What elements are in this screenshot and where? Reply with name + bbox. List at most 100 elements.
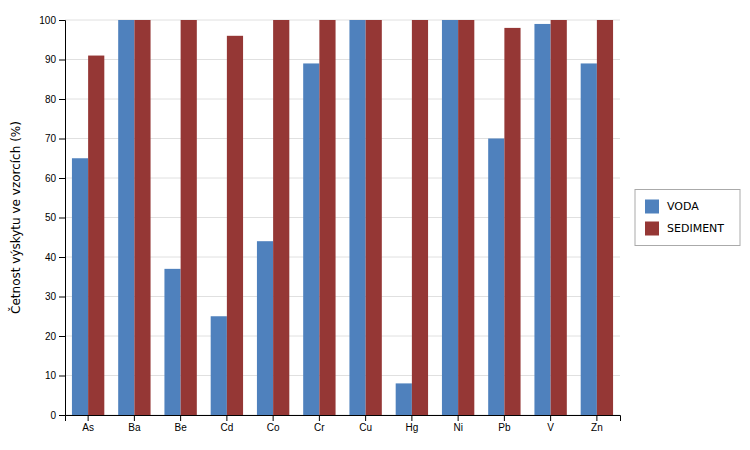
y-tick-label: 20 [45,331,57,342]
bar [504,28,520,415]
bar [349,20,365,415]
y-tick: 70 [45,133,65,144]
bar [257,241,273,415]
y-tick: 80 [45,94,65,105]
y-tick-mark [59,99,65,100]
grid [65,20,620,415]
y-tick-label: 90 [45,54,57,65]
y-tick-label: 0 [50,410,56,421]
legend-label: SEDIMENT [667,222,724,235]
y-tick: 0 [50,410,65,421]
y-tick: 100 [39,15,65,26]
y-tick-mark [59,297,65,298]
y-tick-label: 60 [45,173,57,184]
x-tick-label: V [547,422,554,433]
bar [134,20,150,415]
x-tick-label: Ni [453,422,462,433]
legend-label: VODA [667,200,699,213]
y-tick: 30 [45,291,65,302]
bar [551,20,567,415]
chart: 0 10 20 30 40 50 60 70 80 90 100 As Ba Be Cd Co Cr Cu Hg Ni… [0,0,750,450]
x-tick-label: Ba [128,422,141,433]
x-tick-mark [88,415,89,421]
x-tick-mark [226,415,227,421]
y-tick: 10 [45,370,65,381]
x-tick: Be [175,415,188,433]
bar [412,20,428,415]
bar [211,316,227,415]
bar [442,20,458,415]
x-tick-label: Zn [591,422,603,433]
x-tick-mark [596,415,597,421]
y-tick-mark [59,60,65,61]
bar [164,269,180,415]
bars [72,20,613,415]
y-tick-label: 80 [45,94,57,105]
bar [396,383,412,415]
x-tick-mark [458,415,459,421]
x-tick: Ni [453,415,462,433]
y-tick-mark [59,178,65,179]
legend-frame [635,190,740,246]
y-axis-line [59,21,66,416]
x-tick-label: Cd [220,422,233,433]
legend-swatch [645,200,659,214]
x-tick: Cd [220,415,233,433]
plot: 0 10 20 30 40 50 60 70 80 90 100 As Ba Be Cd Co Cr Cu Hg Ni… [39,15,620,433]
y-tick-label: 10 [45,370,57,381]
bar [72,158,88,415]
bar-series [72,20,597,415]
bar [488,139,504,416]
x-axis-line [66,416,621,422]
bar-series [88,20,613,415]
y-tick-mark [59,257,65,258]
bar [366,20,382,415]
x-tick: Ba [128,415,141,433]
y-tick-mark [59,415,65,416]
bar [597,20,613,415]
y-tick-mark [59,20,65,21]
x-tick-mark [319,415,320,421]
x-tick: Zn [591,415,603,433]
x-tick-mark [365,415,366,421]
x-tick-label: Be [175,422,188,433]
legend-item: SEDIMENT [645,222,724,236]
x-tick: V [547,415,554,433]
x-tick: As [82,415,94,433]
y-tick-label: 40 [45,252,57,263]
y-tick-label: 50 [45,212,57,223]
bar [534,24,550,415]
x-tick-label: Hg [405,422,418,433]
legend-swatch [645,222,659,236]
y-tick-label: 100 [39,15,56,26]
x-tick-mark [504,415,505,421]
x-tick: Hg [405,415,418,433]
x-tick-mark [180,415,181,421]
x-tick-label: As [82,422,94,433]
legend: VODA SEDIMENT [635,190,740,246]
y-axis: 0 10 20 30 40 50 60 70 80 90 100 [39,15,65,421]
bar [118,20,134,415]
bar [88,56,104,415]
bar [227,36,243,415]
x-tick-mark [550,415,551,421]
y-tick: 90 [45,54,65,65]
x-tick-label: Cu [359,422,372,433]
y-tick: 20 [45,331,65,342]
x-tick-mark [134,415,135,421]
y-tick-mark [59,218,65,219]
y-tick: 40 [45,252,65,263]
x-tick-label: Pb [498,422,511,433]
bar [181,20,197,415]
y-tick-mark [59,336,65,337]
y-tick-label: 30 [45,291,57,302]
x-tick-mark [411,415,412,421]
y-axis-title: Četnost výskytu ve vzorcích (%) [8,121,23,314]
x-tick-label: Co [267,422,280,433]
y-tick: 60 [45,173,65,184]
bar [458,20,474,415]
bar [581,63,597,415]
x-tick: Cr [314,415,325,433]
bar [303,63,319,415]
bar [273,20,289,415]
